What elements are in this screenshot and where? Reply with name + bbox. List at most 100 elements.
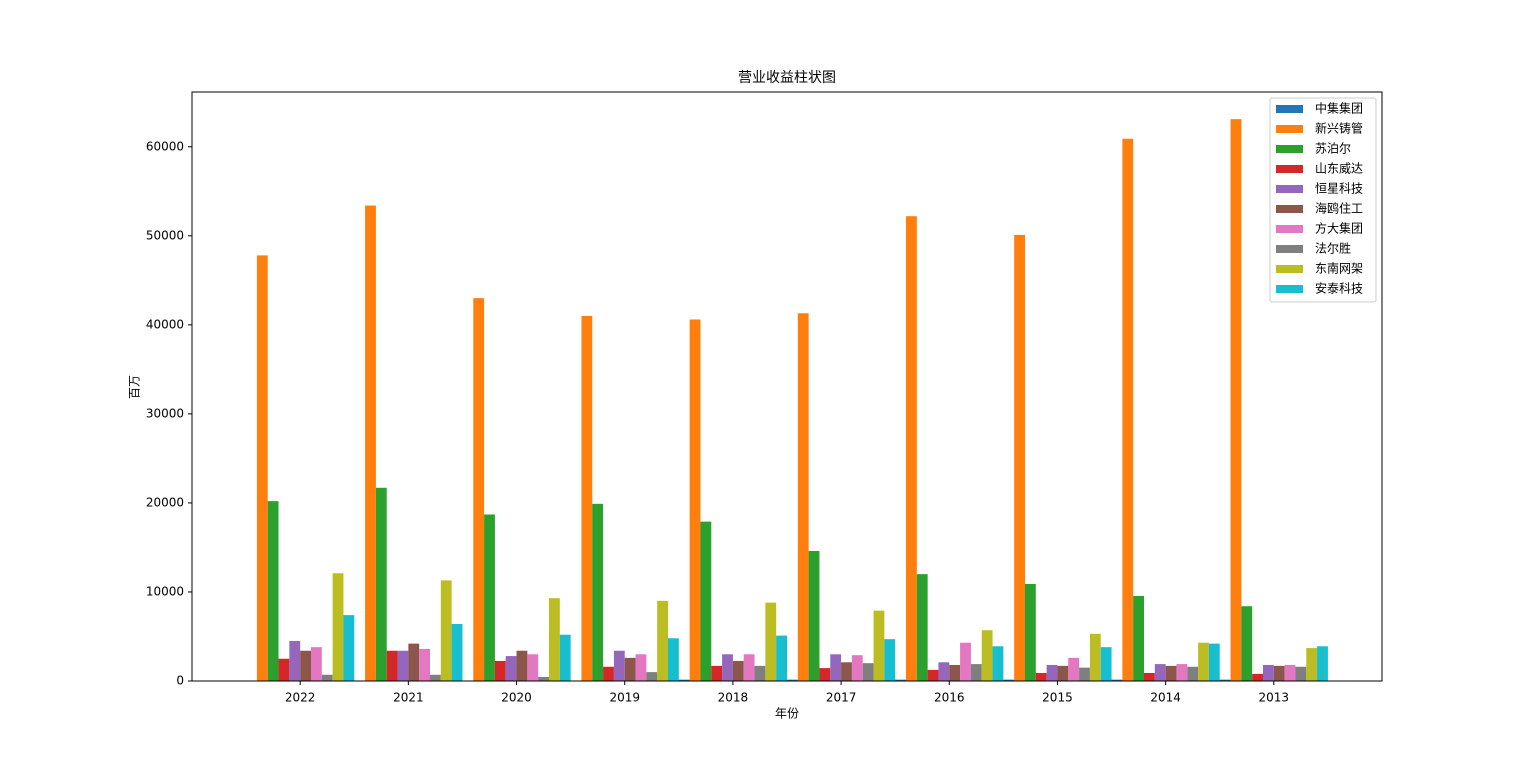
- bar: [527, 654, 538, 681]
- x-tick-label: 2020: [501, 691, 532, 705]
- bar: [311, 647, 322, 681]
- legend-label: 恒星科技: [1315, 182, 1363, 196]
- y-axis-label: 百万: [128, 375, 142, 399]
- bar: [1231, 119, 1242, 681]
- bar: [830, 654, 841, 681]
- legend-label: 苏泊尔: [1315, 141, 1351, 156]
- bar: [690, 319, 701, 681]
- legend-swatch: [1276, 225, 1303, 233]
- x-tick-label: 2014: [1150, 691, 1181, 705]
- bar: [1090, 634, 1101, 681]
- x-tick-label: 2019: [609, 691, 640, 705]
- bar: [852, 655, 863, 681]
- legend-swatch: [1276, 285, 1303, 293]
- bar: [560, 635, 571, 681]
- bar: [365, 206, 376, 681]
- bar: [646, 672, 657, 681]
- legend-swatch: [1276, 105, 1303, 113]
- bar: [1252, 674, 1263, 681]
- legend-label: 海鸥住工: [1315, 201, 1363, 216]
- bar: [755, 666, 766, 681]
- bar: [441, 580, 452, 681]
- bar: [538, 677, 549, 681]
- bar: [668, 638, 679, 681]
- legend-swatch: [1276, 165, 1303, 173]
- bar: [268, 501, 279, 681]
- bar: [765, 603, 776, 681]
- bar: [1155, 664, 1166, 681]
- x-tick-label: 2021: [393, 691, 424, 705]
- legend-swatch: [1276, 145, 1303, 153]
- bar: [408, 644, 419, 681]
- bar: [982, 630, 993, 681]
- bar: [1068, 658, 1079, 681]
- x-tick-label: 2022: [285, 691, 316, 705]
- legend-swatch: [1276, 125, 1303, 133]
- bar: [343, 615, 354, 681]
- bar: [495, 661, 506, 681]
- y-tick-label: 40000: [146, 317, 184, 331]
- bar: [506, 656, 517, 681]
- bar: [917, 574, 928, 681]
- y-tick-label: 20000: [146, 495, 184, 509]
- bar: [1198, 643, 1209, 681]
- x-tick-label: 2017: [826, 691, 857, 705]
- bar: [1209, 644, 1220, 681]
- bar: [636, 654, 647, 681]
- legend-label: 法尔胜: [1315, 241, 1351, 256]
- x-axis-label: 年份: [775, 707, 799, 721]
- chart-title: 营业收益柱状图: [738, 70, 836, 86]
- x-tick-label: 2013: [1259, 691, 1290, 705]
- bar: [700, 522, 711, 681]
- legend-swatch: [1276, 205, 1303, 213]
- bar: [1317, 646, 1328, 681]
- bar: [473, 298, 484, 681]
- bar: [733, 661, 744, 681]
- bar: [333, 573, 344, 681]
- legend-swatch: [1276, 245, 1303, 253]
- bar: [1079, 668, 1090, 681]
- bar: [1306, 648, 1317, 681]
- bar: [906, 216, 917, 681]
- bar: [809, 551, 820, 681]
- bar: [841, 662, 852, 681]
- bar: [430, 675, 441, 681]
- bar: [1122, 139, 1133, 681]
- bar: [1025, 584, 1036, 681]
- legend-swatch: [1276, 185, 1303, 193]
- bar: [592, 504, 603, 681]
- bar: [376, 488, 387, 681]
- bar: [322, 675, 333, 681]
- bar: [1176, 664, 1187, 681]
- y-tick-label: 60000: [146, 139, 184, 153]
- legend-label: 方大集团: [1315, 221, 1363, 236]
- y-tick-label: 30000: [146, 406, 184, 420]
- bar: [1263, 665, 1274, 681]
- bar: [257, 255, 268, 681]
- bar: [722, 654, 733, 681]
- bar: [1133, 596, 1144, 681]
- legend-label: 东南网架: [1315, 261, 1363, 276]
- legend-label: 中集集团: [1315, 101, 1363, 116]
- legend-label: 安泰科技: [1315, 281, 1363, 296]
- bar: [614, 651, 625, 681]
- bar: [863, 663, 874, 681]
- bar: [928, 670, 939, 681]
- bar: [279, 659, 290, 681]
- x-tick-label: 2018: [718, 691, 749, 705]
- y-tick-label: 50000: [146, 228, 184, 242]
- y-tick-label: 0: [176, 674, 184, 688]
- bar: [960, 643, 971, 681]
- bar: [1285, 665, 1296, 681]
- bar: [938, 662, 949, 681]
- legend-label: 山东威达: [1315, 162, 1363, 176]
- bar: [1047, 665, 1058, 681]
- bar: [517, 651, 528, 681]
- bar: [581, 316, 592, 681]
- bar: [1166, 666, 1177, 681]
- bar: [1241, 606, 1252, 681]
- bar: [657, 601, 668, 681]
- bar: [1101, 647, 1112, 681]
- bar: [419, 649, 430, 681]
